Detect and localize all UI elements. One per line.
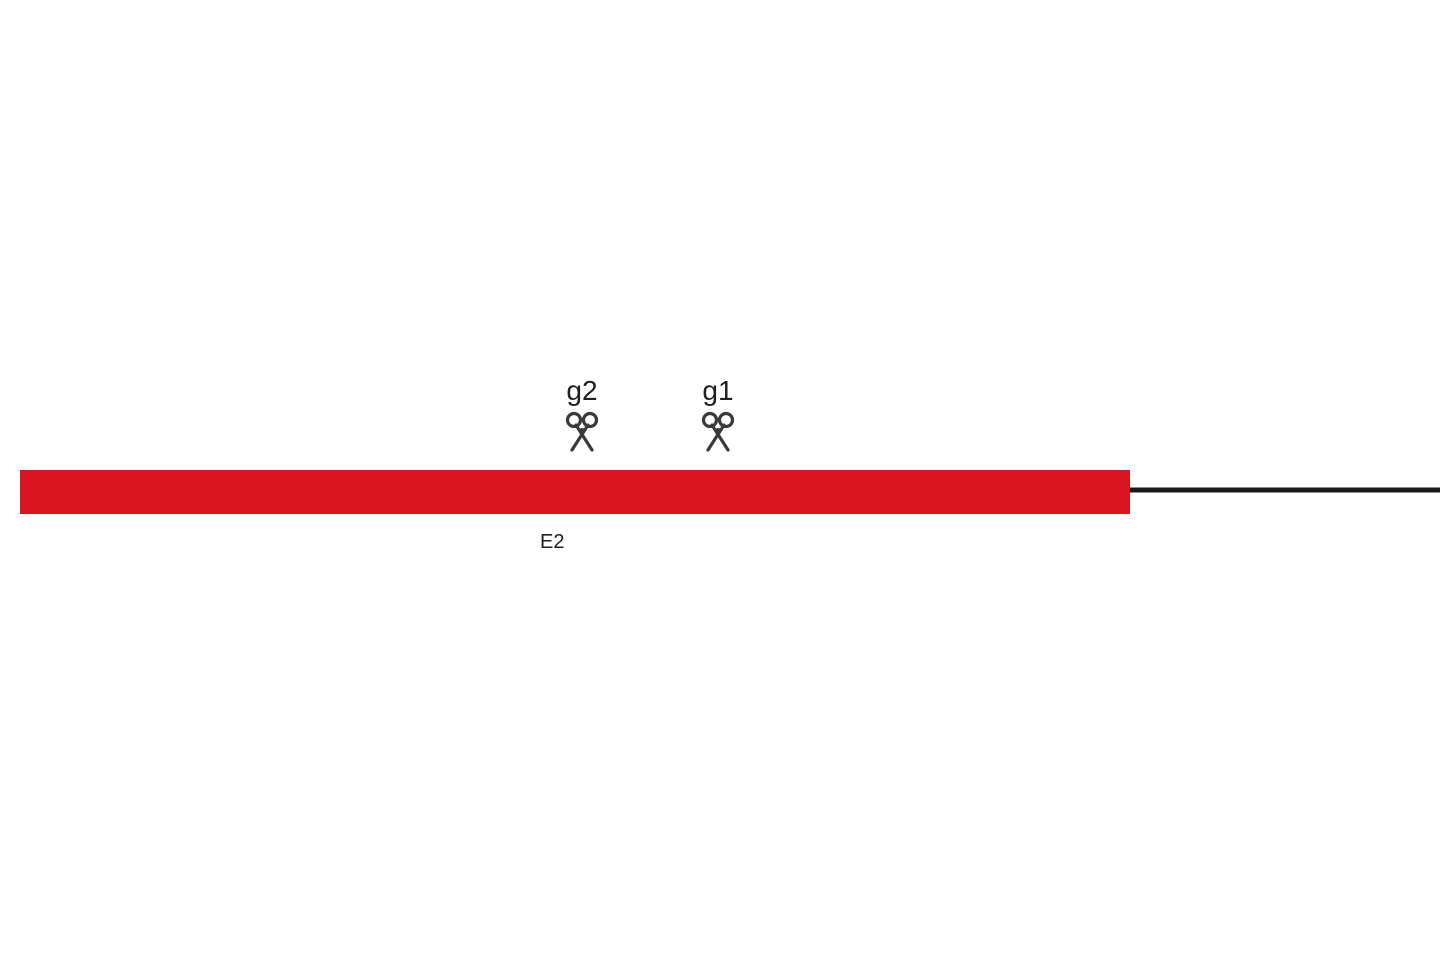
exon-bar <box>20 470 1130 514</box>
guide-label: g1 <box>702 375 733 406</box>
guide-label: g2 <box>566 375 597 406</box>
exon-label: E2 <box>540 531 564 553</box>
